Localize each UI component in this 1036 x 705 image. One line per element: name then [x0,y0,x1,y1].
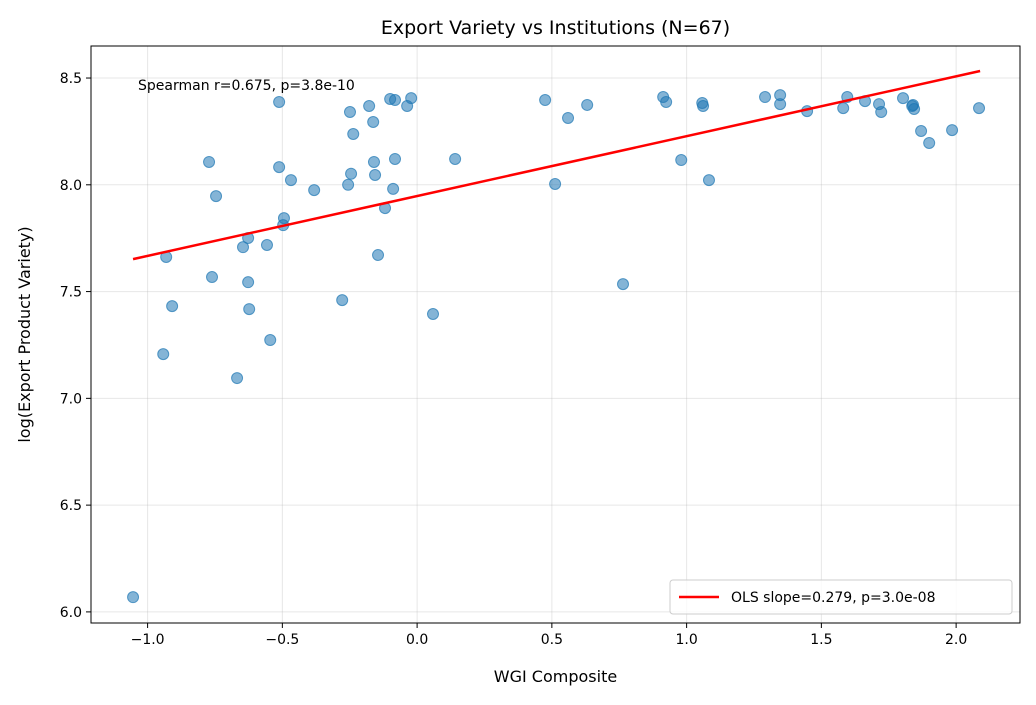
data-point [363,100,376,113]
ols-fit-line [132,69,981,261]
y-ticks: 6.0 6.5 7.0 7.5 8.0 8.5 [60,71,91,621]
legend-box [669,579,1013,615]
points [127,89,986,604]
data-point [774,98,787,111]
data-point [210,190,223,203]
legend-entry: OLS slope=0.279, p=3.0e-08 [731,590,935,606]
data-point [206,271,219,284]
data-point [166,300,179,313]
x-tick-label: 1.0 [675,632,697,648]
data-point [837,102,850,115]
plot-frame [90,45,1021,624]
y-tick-label: 8.0 [60,178,82,194]
data-point [915,124,928,137]
x-tick-label: 0.5 [541,632,563,648]
data-point [449,152,462,165]
data-point [389,152,402,165]
legend: OLS slope=0.279, p=3.0e-08 [669,579,1013,615]
data-point [345,167,358,180]
grid [91,46,1020,623]
x-tick-label: −1.0 [131,632,165,648]
data-point [405,92,418,105]
x-tick-label: −0.5 [265,632,299,648]
data-point [243,303,256,316]
chart-title: Export Variety vs Institutions (N=67) [381,17,730,39]
data-point [260,239,273,252]
spearman-annotation: Spearman r=0.675, p=3.8e-10 [138,78,355,94]
data-point [875,105,888,118]
x-axis-label: WGI Composite [494,667,617,686]
data-point [697,100,710,113]
data-point [284,174,297,187]
data-point [369,168,382,181]
data-point [347,127,360,140]
data-point [581,98,594,111]
data-point [342,178,355,191]
x-ticks: −1.0 −0.5 0.0 0.5 1.0 1.5 2.0 [131,623,967,648]
data-point [242,276,255,289]
data-point [562,111,575,124]
y-tick-label: 6.5 [60,498,82,514]
data-point [973,102,986,115]
data-point [387,182,400,195]
y-axis-label: log(Export Product Variety) [15,226,34,442]
data-point [343,105,356,118]
data-point [273,95,286,108]
data-point [702,174,715,187]
y-tick-label: 8.5 [60,71,82,87]
data-point [759,91,772,104]
x-tick-label: 2.0 [945,632,967,648]
data-point [897,92,910,105]
data-point [367,116,380,129]
data-point [231,372,244,385]
data-point [946,124,959,137]
data-point [660,95,673,108]
data-point [923,136,936,149]
data-point [308,184,321,197]
data-point [549,177,562,190]
y-tick-label: 6.0 [60,605,82,621]
data-point [389,94,402,107]
data-point [273,161,286,174]
data-point [675,154,688,167]
x-tick-label: 1.5 [810,632,832,648]
data-point [427,307,440,320]
data-point [203,155,216,168]
data-point [237,241,250,254]
data-point [367,155,380,168]
data-point [907,98,920,111]
data-point [127,591,140,604]
data-point [264,334,277,347]
y-tick-label: 7.0 [60,391,82,407]
data-point [539,94,552,107]
x-tick-label: 0.0 [406,632,428,648]
data-point [372,249,385,262]
data-point [157,348,170,361]
data-point [336,294,349,307]
data-point [617,278,630,291]
y-tick-label: 7.5 [60,285,82,301]
